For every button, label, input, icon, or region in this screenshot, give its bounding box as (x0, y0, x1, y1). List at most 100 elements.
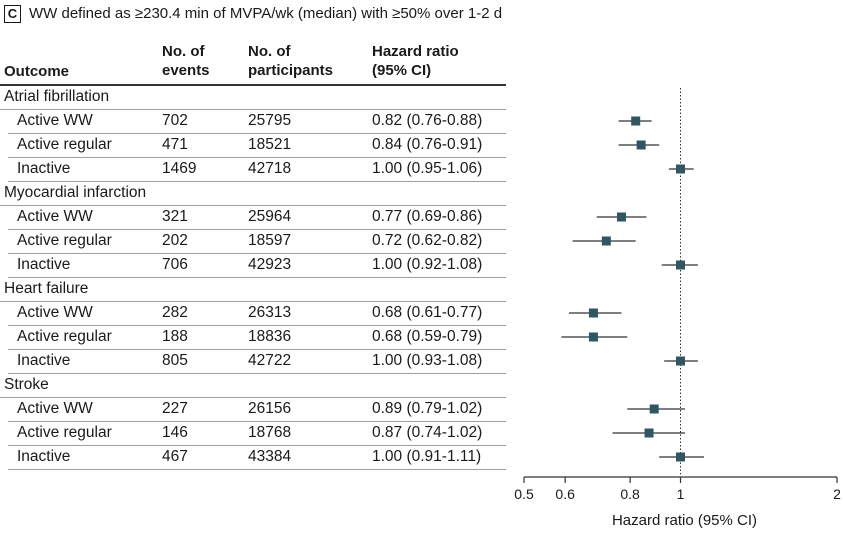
hr-marker (636, 140, 646, 150)
x-axis-label: Hazard ratio (95% CI) (612, 512, 757, 529)
header-participants-line1: No. of (248, 43, 291, 60)
table-row: Inactive 1469 42718 1.00 (0.95-1.06) (8, 157, 506, 182)
header-hazard-ratio-line2: (95% CI) (372, 62, 432, 79)
outcome-group-label: Atrial fibrillation (4, 88, 110, 105)
row-hazard-ratio: 1.00 (0.92-1.08) (372, 256, 483, 273)
row-label: Inactive (17, 160, 71, 177)
row-participants: 18521 (248, 136, 292, 153)
header-events: No. of events (162, 42, 210, 80)
row-hazard-ratio: 0.68 (0.61-0.77) (372, 304, 483, 321)
row-participants: 26313 (248, 304, 292, 321)
hr-marker (676, 356, 685, 366)
row-participants: 42722 (248, 352, 292, 369)
row-hazard-ratio: 0.77 (0.69-0.86) (372, 208, 483, 225)
outcome-group-row: Myocardial infarction (0, 181, 506, 206)
row-participants: 18768 (248, 424, 292, 441)
row-label: Inactive (17, 256, 71, 273)
hr-marker (676, 260, 685, 270)
row-events: 467 (162, 448, 188, 465)
table-row: Inactive 467 43384 1.00 (0.91-1.11) (8, 445, 506, 470)
x-axis-tick-label: 2 (833, 486, 841, 502)
row-participants: 26156 (248, 400, 292, 417)
row-label: Active WW (17, 208, 93, 225)
row-hazard-ratio: 0.72 (0.62-0.82) (372, 232, 483, 249)
table-row: Active regular 146 18768 0.87 (0.74-1.02) (8, 421, 506, 446)
hr-marker (631, 116, 641, 126)
x-axis-tick-label: 1 (677, 486, 685, 502)
header-events-line2: events (162, 62, 210, 79)
row-events: 805 (162, 352, 188, 369)
table-row: Active regular 471 18521 0.84 (0.76-0.91) (8, 133, 506, 158)
header-outcome: Outcome (4, 63, 70, 80)
row-hazard-ratio: 0.89 (0.79-1.02) (372, 400, 483, 417)
x-axis-tick-label: 0.6 (555, 486, 575, 502)
hr-marker (588, 332, 598, 342)
row-label: Active regular (17, 328, 112, 345)
hr-marker (588, 308, 598, 318)
x-axis-tick-label: 0.8 (620, 486, 640, 502)
row-events: 706 (162, 256, 188, 273)
row-hazard-ratio: 1.00 (0.91-1.11) (372, 448, 482, 465)
row-label: Inactive (17, 352, 71, 369)
outcome-group-row: Stroke (0, 373, 506, 398)
row-hazard-ratio: 0.68 (0.59-0.79) (372, 328, 483, 345)
row-label: Inactive (17, 448, 71, 465)
table-row: Active regular 202 18597 0.72 (0.62-0.82) (8, 229, 506, 254)
row-hazard-ratio: 0.82 (0.76-0.88) (372, 112, 483, 129)
row-events: 1469 (162, 160, 197, 177)
outcome-group-label: Myocardial infarction (4, 184, 147, 201)
header-participants: No. of participants (248, 42, 333, 80)
row-hazard-ratio: 1.00 (0.93-1.08) (372, 352, 483, 369)
table-row: Active WW 321 25964 0.77 (0.69-0.86) (8, 205, 506, 230)
row-events: 227 (162, 400, 188, 417)
row-label: Active WW (17, 112, 93, 129)
table-row: Active WW 282 26313 0.68 (0.61-0.77) (8, 301, 506, 326)
table-row: Active WW 702 25795 0.82 (0.76-0.88) (8, 109, 506, 134)
x-axis-tick-label: 0.5 (514, 486, 534, 502)
row-label: Active regular (17, 136, 112, 153)
hr-marker (676, 452, 685, 462)
hr-marker (601, 236, 611, 246)
hr-marker (616, 212, 626, 222)
header-events-line1: No. of (162, 43, 205, 60)
row-participants: 42718 (248, 160, 292, 177)
table-row: Inactive 706 42923 1.00 (0.92-1.08) (8, 253, 506, 278)
row-events: 188 (162, 328, 188, 345)
row-events: 321 (162, 208, 188, 225)
row-participants: 18597 (248, 232, 292, 249)
row-events: 471 (162, 136, 188, 153)
row-label: Active regular (17, 232, 112, 249)
header-participants-line2: participants (248, 62, 334, 79)
row-participants: 43384 (248, 448, 292, 465)
row-events: 146 (162, 424, 188, 441)
row-events: 282 (162, 304, 188, 321)
row-hazard-ratio: 1.00 (0.95-1.06) (372, 160, 483, 177)
table-row: Active regular 188 18836 0.68 (0.59-0.79) (8, 325, 506, 350)
figure-title: WW defined as ≥230.4 min of MVPA/wk (med… (29, 5, 503, 22)
header-hazard-ratio: Hazard ratio (95% CI) (372, 42, 459, 80)
row-hazard-ratio: 0.84 (0.76-0.91) (372, 136, 483, 153)
panel-letter: C (4, 5, 21, 23)
table-row: Active WW 227 26156 0.89 (0.79-1.02) (8, 397, 506, 422)
table-row: Inactive 805 42722 1.00 (0.93-1.08) (8, 349, 506, 374)
row-participants: 18836 (248, 328, 292, 345)
outcome-group-row: Heart failure (0, 277, 506, 302)
row-label: Active WW (17, 304, 93, 321)
header-hazard-ratio-line1: Hazard ratio (372, 43, 459, 60)
row-participants: 42923 (248, 256, 292, 273)
row-events: 202 (162, 232, 188, 249)
row-hazard-ratio: 0.87 (0.74-1.02) (372, 424, 483, 441)
hr-marker (649, 404, 659, 414)
hr-marker (644, 428, 654, 438)
row-label: Active WW (17, 400, 93, 417)
header-divider (0, 84, 506, 86)
row-events: 702 (162, 112, 188, 129)
row-label: Active regular (17, 424, 112, 441)
row-participants: 25795 (248, 112, 292, 129)
row-participants: 25964 (248, 208, 292, 225)
outcome-group-label: Heart failure (4, 280, 89, 297)
hr-marker (676, 164, 685, 174)
outcome-group-row: Atrial fibrillation (0, 85, 506, 110)
outcome-group-label: Stroke (4, 376, 49, 393)
